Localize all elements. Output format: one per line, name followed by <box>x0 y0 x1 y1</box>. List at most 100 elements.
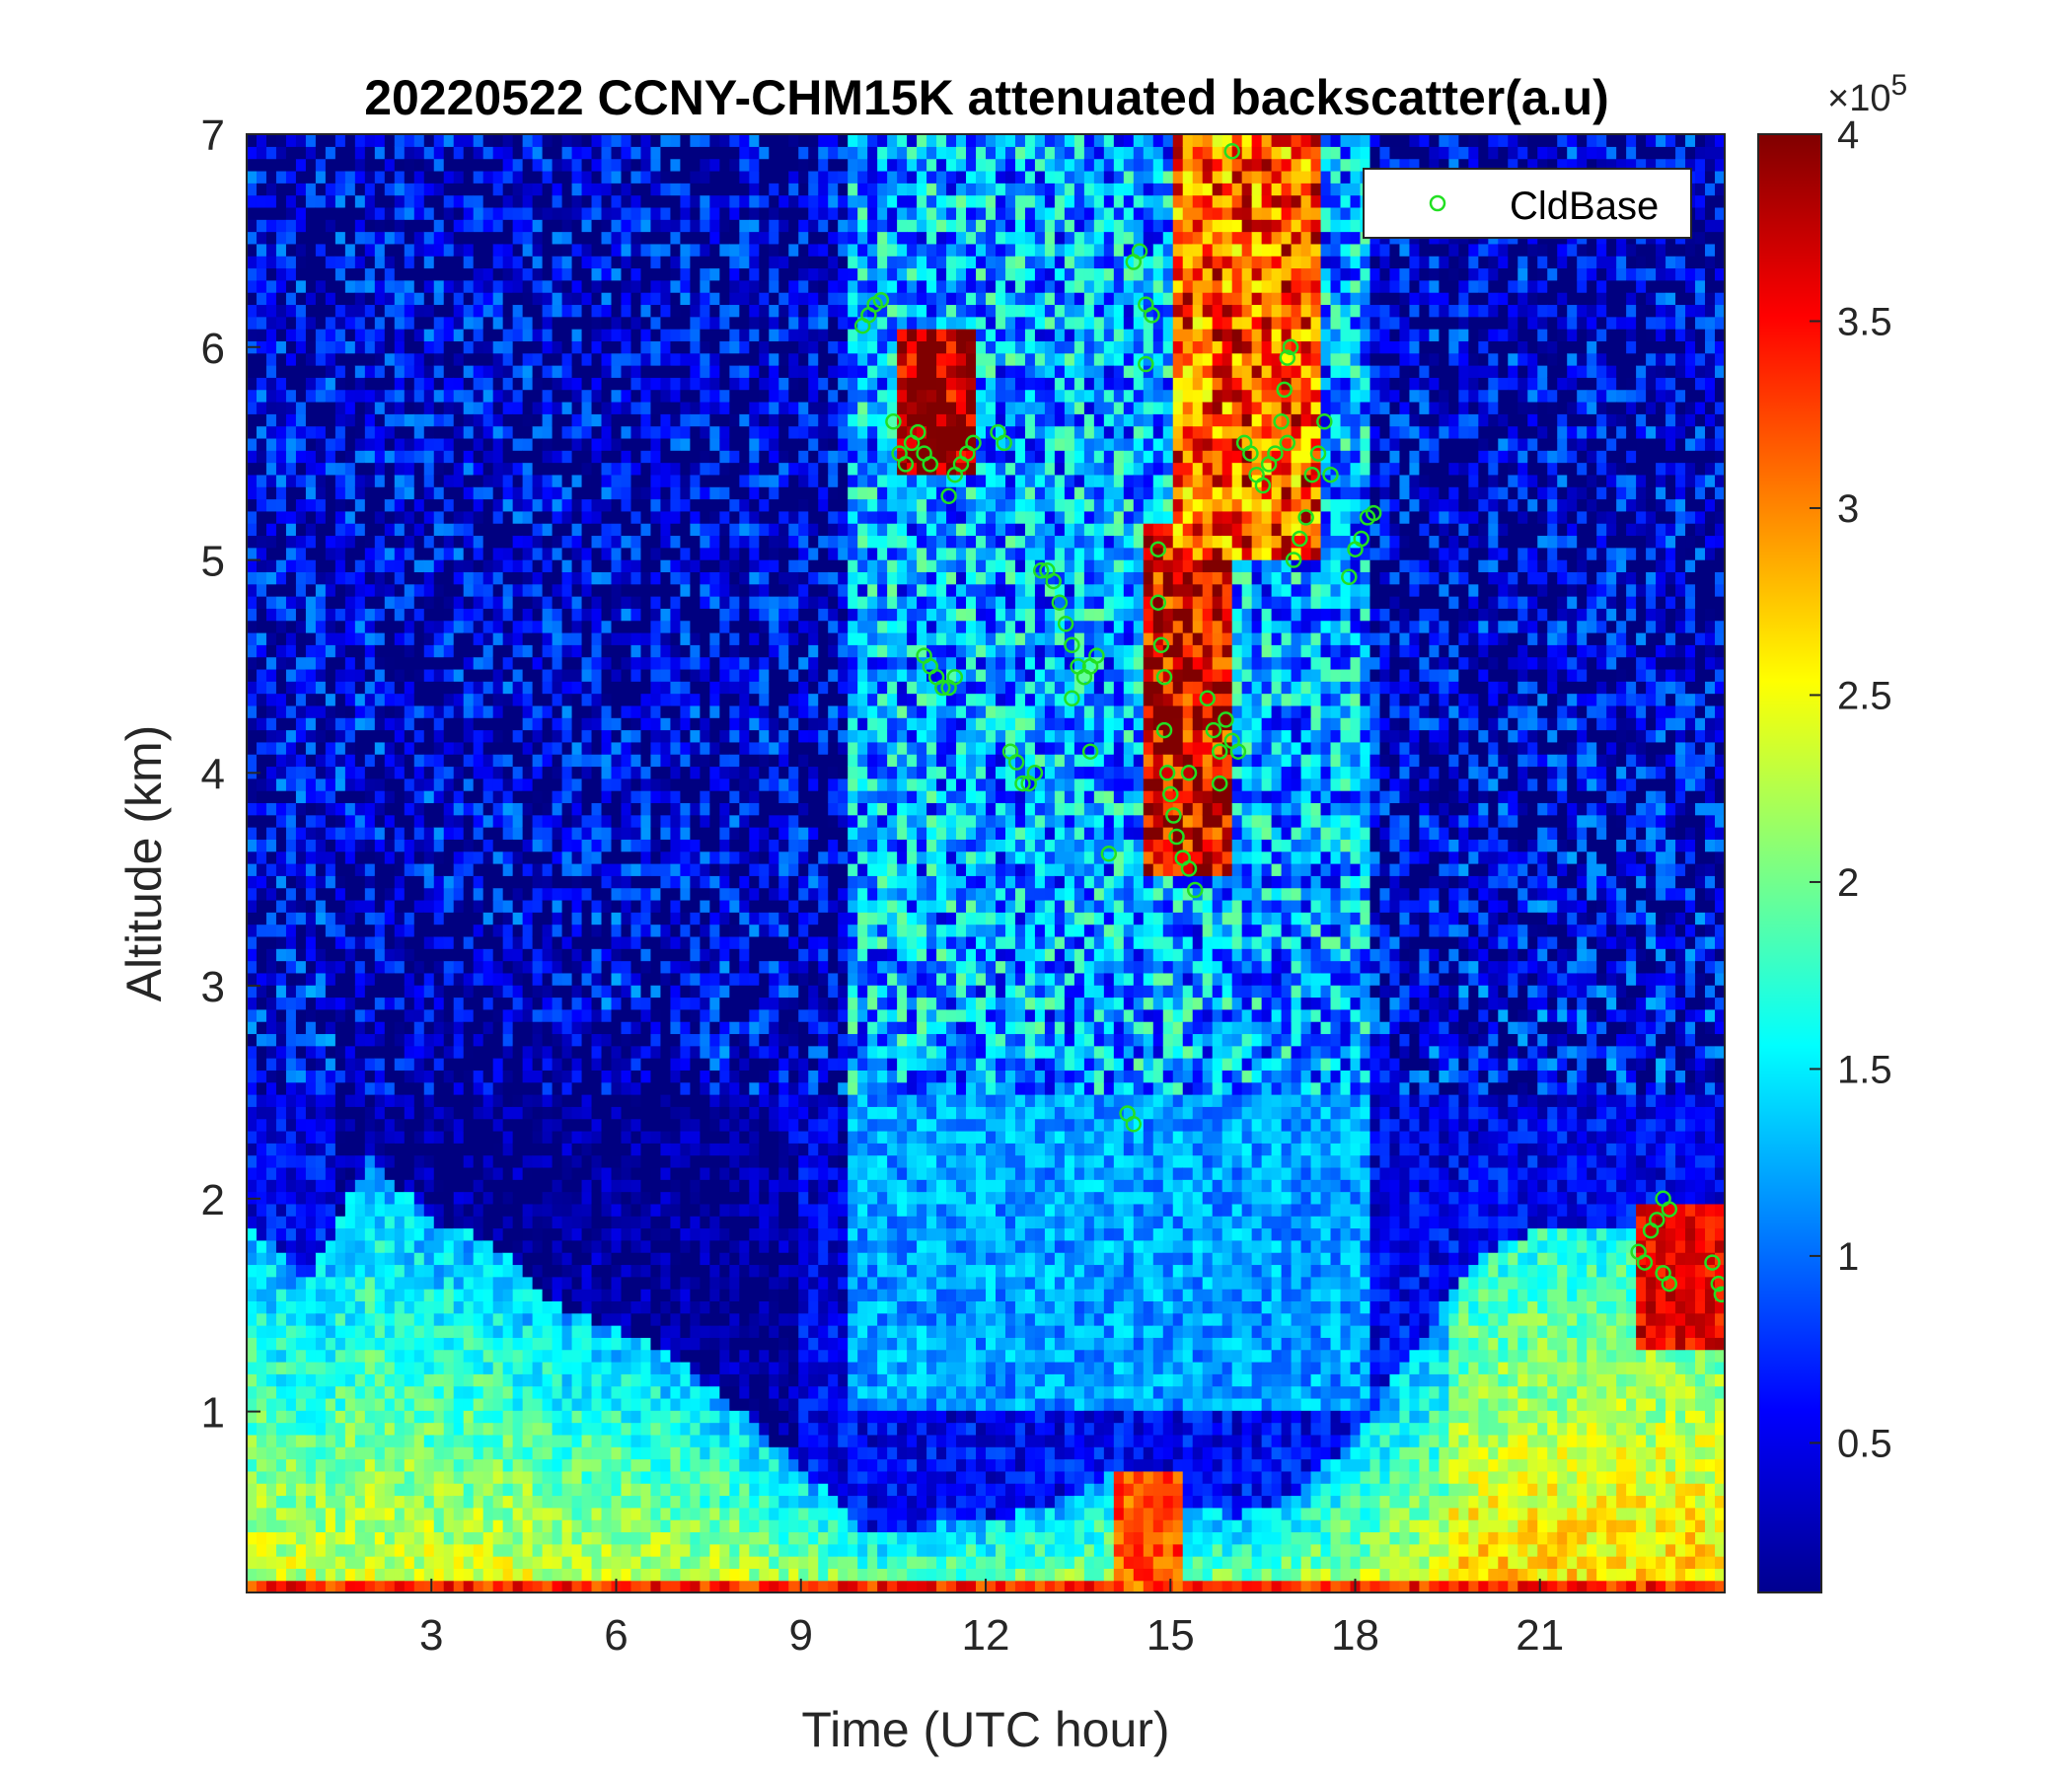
heatmap-cell <box>385 511 396 524</box>
heatmap-cell <box>444 621 455 633</box>
heatmap-cell <box>296 1495 307 1508</box>
heatmap-cell <box>474 851 484 864</box>
heatmap-cell <box>276 644 287 657</box>
heatmap-cell <box>612 1471 623 1484</box>
heatmap-cell <box>306 256 317 268</box>
heatmap-cell <box>385 681 396 694</box>
heatmap-cell <box>474 790 484 803</box>
heatmap-cell <box>630 900 641 913</box>
heatmap-cell <box>247 1240 258 1253</box>
heatmap-cell <box>345 1471 356 1484</box>
heatmap-cell <box>464 1423 475 1436</box>
heatmap-cell <box>375 681 386 694</box>
heatmap-cell <box>326 413 336 426</box>
heatmap-cell <box>434 499 445 512</box>
heatmap-cell <box>355 499 366 512</box>
heatmap-cell <box>276 1204 287 1217</box>
heatmap-cell <box>247 256 258 268</box>
heatmap-cell <box>424 1094 435 1107</box>
heatmap-cell <box>523 1386 534 1399</box>
heatmap-cell <box>257 1009 267 1022</box>
heatmap-cell <box>395 402 406 414</box>
heatmap-cell <box>257 1581 267 1593</box>
heatmap-cell <box>483 1519 494 1532</box>
heatmap-cell <box>592 304 603 317</box>
heatmap-cell <box>454 851 465 864</box>
heatmap-cell <box>474 1082 484 1095</box>
heatmap-cell <box>326 1483 336 1496</box>
heatmap-cell <box>257 292 267 305</box>
heatmap-cell <box>375 1325 386 1338</box>
heatmap-cell <box>592 657 603 670</box>
heatmap-cell <box>444 839 455 851</box>
heatmap-cell <box>247 875 258 888</box>
heatmap-cell <box>355 1568 366 1581</box>
heatmap-cell <box>434 134 445 147</box>
heatmap-cell <box>630 353 641 366</box>
heatmap-cell <box>296 925 307 937</box>
heatmap-cell <box>365 353 376 366</box>
heatmap-cell <box>640 742 651 755</box>
heatmap-cell <box>296 1179 307 1192</box>
heatmap-cell <box>523 1435 534 1447</box>
heatmap-cell <box>375 1483 386 1496</box>
heatmap-cell <box>355 486 366 499</box>
heatmap-cell <box>493 499 504 512</box>
heatmap-cell <box>257 1289 267 1301</box>
heatmap-cell <box>316 681 327 694</box>
heatmap-cell <box>572 559 583 572</box>
heatmap-cell <box>562 1033 573 1046</box>
heatmap-cell <box>424 463 435 476</box>
heatmap-cell <box>296 705 307 718</box>
heatmap-cell <box>474 1313 484 1326</box>
heatmap-cell <box>513 317 524 330</box>
heatmap-cell <box>335 1240 346 1253</box>
heatmap-cell <box>562 134 573 147</box>
heatmap-cell <box>257 1179 267 1192</box>
heatmap-cell <box>276 1264 287 1277</box>
heatmap-cell <box>543 694 554 706</box>
heatmap-cell <box>572 1143 583 1155</box>
heatmap-cell <box>355 925 366 937</box>
heatmap-cell <box>483 621 494 633</box>
heatmap-cell <box>582 353 593 366</box>
heatmap-cell <box>503 1483 514 1496</box>
heatmap-cell <box>592 1082 603 1095</box>
heatmap-cell <box>630 559 641 572</box>
heatmap-cell <box>365 1350 376 1363</box>
heatmap-cell <box>562 997 573 1009</box>
heatmap-cell <box>553 1337 563 1350</box>
heatmap-cell <box>405 413 415 426</box>
heatmap-cell <box>483 1143 494 1155</box>
heatmap-cell <box>385 232 396 245</box>
heatmap-cell <box>424 475 435 487</box>
heatmap-cell <box>483 1252 494 1265</box>
heatmap-cell <box>286 608 297 621</box>
heatmap-cell <box>513 790 524 803</box>
heatmap-cell <box>543 1446 554 1459</box>
heatmap-cell <box>434 1410 445 1423</box>
heatmap-cell <box>553 1508 563 1520</box>
heatmap-cell <box>513 134 524 147</box>
heatmap-cell <box>335 571 346 584</box>
heatmap-cell <box>533 1021 544 1034</box>
heatmap-cell <box>296 1143 307 1155</box>
heatmap-cell <box>326 936 336 949</box>
heatmap-cell <box>316 548 327 560</box>
heatmap-cell <box>640 475 651 487</box>
heatmap-cell <box>543 134 554 147</box>
heatmap-cell <box>602 207 613 220</box>
heatmap-cell <box>345 1386 356 1399</box>
heatmap-cell <box>553 1131 563 1144</box>
heatmap-cell <box>553 159 563 172</box>
heatmap-cell <box>286 1568 297 1581</box>
heatmap-cell <box>621 438 631 451</box>
heatmap-cell <box>513 717 524 730</box>
heatmap-cell <box>316 1362 327 1374</box>
heatmap-cell <box>306 1495 317 1508</box>
heatmap-cell <box>483 1021 494 1034</box>
heatmap-cell <box>454 1033 465 1046</box>
heatmap-cell <box>276 742 287 755</box>
heatmap-cell <box>553 195 563 208</box>
heatmap-cell <box>474 1446 484 1459</box>
